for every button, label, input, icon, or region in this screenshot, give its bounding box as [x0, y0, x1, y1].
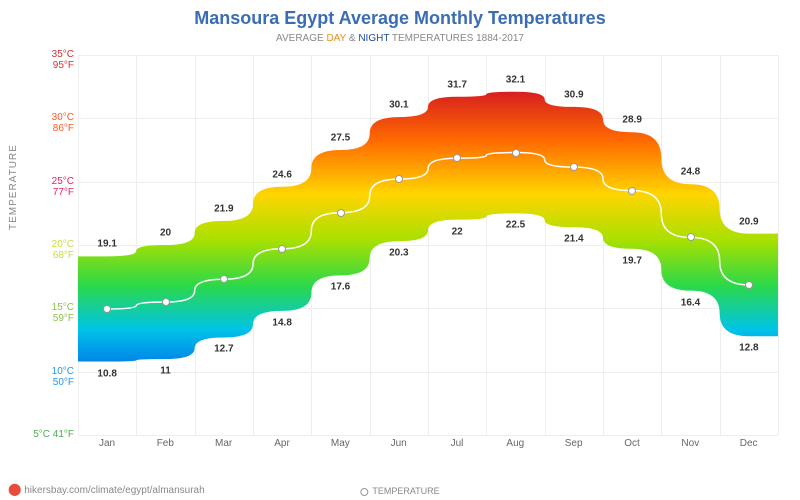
avg-marker	[453, 154, 461, 162]
day-temp-label: 19.1	[97, 239, 116, 250]
night-temp-label: 21.4	[564, 234, 583, 245]
footer-attribution: ⬤ hikersbay.com/climate/egypt/almansurah	[8, 482, 205, 496]
night-temp-label: 19.7	[622, 255, 641, 266]
night-temp-label: 11	[160, 366, 171, 377]
avg-marker	[395, 175, 403, 183]
avg-marker	[512, 149, 520, 157]
avg-marker	[337, 209, 345, 217]
night-temp-label: 12.7	[214, 344, 233, 355]
day-temp-label: 28.9	[622, 115, 641, 126]
legend-text: TEMPERATURE	[372, 486, 439, 496]
avg-marker	[687, 233, 695, 241]
night-temp-label: 22	[452, 226, 463, 237]
night-temp-label: 22.5	[506, 220, 525, 231]
pin-icon: ⬤	[8, 482, 21, 496]
day-temp-label: 30.1	[389, 100, 408, 111]
avg-marker	[103, 305, 111, 313]
avg-marker	[278, 245, 286, 253]
footer-url: hikersbay.com/climate/egypt/almansurah	[24, 485, 204, 496]
day-temp-label: 27.5	[331, 133, 350, 144]
night-temp-label: 12.8	[739, 343, 758, 354]
day-temp-label: 21.9	[214, 203, 233, 214]
avg-marker	[162, 298, 170, 306]
night-temp-label: 14.8	[272, 317, 291, 328]
legend-marker-icon	[360, 488, 368, 496]
day-temp-label: 24.8	[681, 167, 700, 178]
night-temp-label: 10.8	[97, 368, 116, 379]
day-temp-label: 20	[160, 228, 171, 239]
day-temp-label: 32.1	[506, 74, 525, 85]
day-temp-label: 30.9	[564, 89, 583, 100]
avg-marker	[628, 187, 636, 195]
night-temp-label: 16.4	[681, 297, 700, 308]
avg-marker	[220, 275, 228, 283]
avg-marker	[570, 163, 578, 171]
night-temp-label: 17.6	[331, 282, 350, 293]
avg-marker	[745, 281, 753, 289]
legend: TEMPERATURE	[360, 486, 439, 496]
night-temp-label: 20.3	[389, 248, 408, 259]
day-temp-label: 24.6	[272, 169, 291, 180]
day-temp-label: 20.9	[739, 216, 758, 227]
day-temp-label: 31.7	[447, 79, 466, 90]
